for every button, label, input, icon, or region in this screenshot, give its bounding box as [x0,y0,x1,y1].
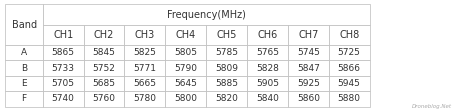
Bar [165,60,206,76]
Text: 5905: 5905 [256,79,279,88]
Bar [288,91,329,107]
Text: B: B [21,64,27,73]
Text: CH3: CH3 [135,30,155,40]
Text: 5760: 5760 [92,94,116,103]
Text: CH1: CH1 [53,30,73,40]
Text: F: F [21,94,27,103]
Bar [5,45,43,60]
Bar [84,60,125,76]
Text: 5752: 5752 [93,64,116,73]
Text: E: E [21,79,27,88]
Text: 5845: 5845 [93,48,116,57]
Bar [43,25,84,45]
Bar [125,91,165,107]
Bar [247,76,288,91]
Text: 5860: 5860 [297,94,320,103]
Text: 5685: 5685 [92,79,116,88]
Text: 5745: 5745 [297,48,320,57]
Text: 5945: 5945 [338,79,361,88]
Bar [5,60,43,76]
Text: 5645: 5645 [174,79,197,88]
Text: A: A [21,48,27,57]
Bar [84,76,125,91]
Text: 5785: 5785 [215,48,238,57]
Text: 5805: 5805 [174,48,197,57]
Text: 5885: 5885 [215,79,238,88]
Text: 5809: 5809 [215,64,238,73]
Bar [247,91,288,107]
Text: 5825: 5825 [133,48,157,57]
Bar [165,45,206,60]
Text: 5828: 5828 [256,64,279,73]
Text: 5725: 5725 [338,48,361,57]
Bar [206,91,247,107]
Text: 5865: 5865 [52,48,75,57]
Bar [247,45,288,60]
Text: 5925: 5925 [297,79,320,88]
Bar [165,25,206,45]
Text: 5880: 5880 [338,94,361,103]
Bar [206,45,247,60]
Bar [288,76,329,91]
Bar [84,91,125,107]
Bar [84,45,125,60]
Bar [5,76,43,91]
Bar [247,25,288,45]
Text: 5790: 5790 [174,64,197,73]
Text: 5840: 5840 [256,94,279,103]
Text: CH4: CH4 [176,30,196,40]
Bar [329,25,369,45]
Text: 5820: 5820 [215,94,238,103]
Bar [125,60,165,76]
Bar [43,45,84,60]
Text: 5780: 5780 [133,94,157,103]
Bar [84,25,125,45]
Text: 5665: 5665 [133,79,157,88]
Bar [288,25,329,45]
Text: 5800: 5800 [174,94,197,103]
Bar [329,76,369,91]
Text: CH7: CH7 [298,30,318,40]
Text: Frequency(MHz): Frequency(MHz) [167,10,246,20]
Bar [165,76,206,91]
Text: 5866: 5866 [338,64,361,73]
Bar [125,45,165,60]
Bar [43,91,84,107]
Bar [247,60,288,76]
Bar [288,45,329,60]
Text: CH2: CH2 [94,30,114,40]
Text: 5705: 5705 [52,79,75,88]
Text: 5740: 5740 [52,94,75,103]
Bar [125,25,165,45]
Text: Band: Band [11,20,37,30]
Bar [329,91,369,107]
Text: Droneblog.Net: Droneblog.Net [412,104,452,109]
Bar [5,91,43,107]
Bar [329,45,369,60]
Bar [329,60,369,76]
Text: 5733: 5733 [52,64,75,73]
Text: CH5: CH5 [217,30,237,40]
Bar [206,76,247,91]
Text: CH8: CH8 [339,30,359,40]
Text: 5771: 5771 [133,64,157,73]
Bar [5,4,43,45]
Text: 5847: 5847 [297,64,320,73]
Bar [206,25,247,45]
Bar [43,4,369,25]
Bar [125,76,165,91]
Bar [206,60,247,76]
Bar [288,60,329,76]
Text: 5765: 5765 [256,48,279,57]
Bar [165,91,206,107]
Bar [43,60,84,76]
Bar [43,76,84,91]
Text: CH6: CH6 [258,30,278,40]
